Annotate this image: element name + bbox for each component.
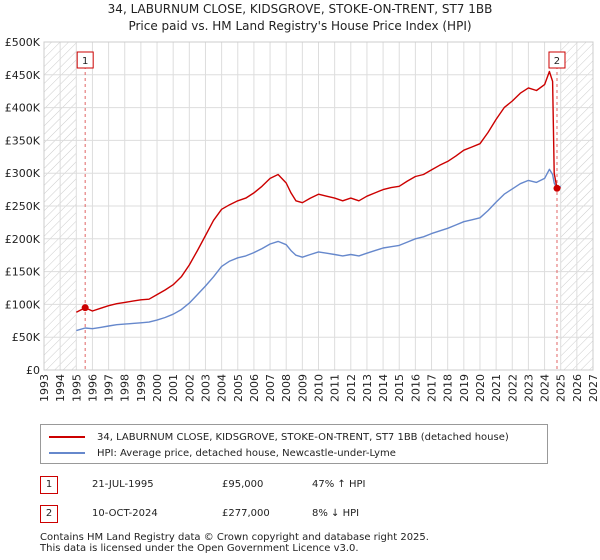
plot-frame xyxy=(43,41,594,371)
footer-line-2: This data is licensed under the Open Gov… xyxy=(40,543,359,554)
sale-label-1: 1 xyxy=(82,56,88,67)
x-tick-label: 2025 xyxy=(555,374,568,402)
x-tick-label: 2011 xyxy=(329,374,342,402)
x-tick-label: 1999 xyxy=(135,374,148,402)
legend-swatch-blue xyxy=(49,452,85,454)
transaction-date: 10-OCT-2024 xyxy=(92,508,158,519)
chart-title: 34, LABURNUM CLOSE, KIDSGROVE, STOKE-ON-… xyxy=(108,2,493,16)
x-tick-label: 2026 xyxy=(571,374,584,402)
sale-label-2: 2 xyxy=(554,56,560,67)
price-chart: 34, LABURNUM CLOSE, KIDSGROVE, STOKE-ON-… xyxy=(5,2,600,402)
y-tick-label: £150K xyxy=(5,266,41,279)
x-tick-label: 1993 xyxy=(38,374,51,402)
x-tick-label: 2003 xyxy=(199,374,212,402)
x-tick-label: 2018 xyxy=(442,374,455,402)
x-tick-label: 2014 xyxy=(377,374,390,402)
x-tick-label: 2002 xyxy=(183,374,196,402)
y-tick-label: £400K xyxy=(5,102,41,115)
transaction-date: 21-JUL-1995 xyxy=(92,479,154,490)
x-tick-label: 2000 xyxy=(151,374,164,402)
x-tick-label: 2008 xyxy=(280,374,293,402)
legend-label-property: 34, LABURNUM CLOSE, KIDSGROVE, STOKE-ON-… xyxy=(97,431,509,443)
x-tick-label: 2027 xyxy=(587,374,600,402)
y-tick-label: £0 xyxy=(26,364,40,377)
series-line-property xyxy=(75,70,561,313)
x-tick-label: 1996 xyxy=(86,374,99,402)
footer: Contains HM Land Registry data © Crown c… xyxy=(40,532,429,554)
x-tick-label: 2009 xyxy=(296,374,309,402)
x-tick-label: 1997 xyxy=(103,374,116,402)
x-tick-label: 2016 xyxy=(409,374,422,402)
transaction-hpi: 47% ↑ HPI xyxy=(312,479,366,490)
y-tick-label: £450K xyxy=(5,69,41,82)
x-tick-label: 2024 xyxy=(539,374,552,402)
x-tick-label: 2010 xyxy=(313,374,326,402)
x-tick-label: 2007 xyxy=(264,374,277,402)
x-tick-label: 2017 xyxy=(426,374,439,402)
transaction-badge: 1 xyxy=(40,476,58,494)
transaction-price: £277,000 xyxy=(222,508,270,519)
chart-subtitle: Price paid vs. HM Land Registry's House … xyxy=(128,19,471,33)
x-tick-label: 2005 xyxy=(232,374,245,402)
sale-point-1 xyxy=(81,304,89,312)
x-tick-label: 2021 xyxy=(490,374,503,402)
y-tick-label: £350K xyxy=(5,134,41,147)
transaction-row-2: 2 10-OCT-2024 £277,000 8% ↓ HPI xyxy=(40,505,560,525)
transaction-hpi: 8% ↓ HPI xyxy=(312,508,360,519)
x-tick-label: 2013 xyxy=(361,374,374,402)
sale-label-box-1 xyxy=(76,51,94,69)
x-axis-ticks: 1993 1994 1995 1996 1997 1998 1999 2000 2001 2002… xyxy=(38,374,600,402)
x-tick-label: 2006 xyxy=(248,374,261,402)
x-tick-label: 1998 xyxy=(119,374,132,402)
legend-item-hpi: HPI: Average price, detached house, Newc… xyxy=(49,446,396,460)
y-tick-label: £200K xyxy=(5,233,41,246)
x-tick-label: 1995 xyxy=(70,374,83,402)
y-tick-label: £250K xyxy=(5,200,41,213)
grid-lines xyxy=(43,41,594,371)
transaction-row-1: 1 21-JUL-1995 £95,000 47% ↑ HPI xyxy=(40,476,560,496)
legend: 34, LABURNUM CLOSE, KIDSGROVE, STOKE-ON-… xyxy=(40,424,548,464)
x-tick-label: 2015 xyxy=(393,374,406,402)
x-tick-label: 2019 xyxy=(458,374,471,402)
x-tick-label: 2004 xyxy=(216,374,229,402)
legend-label-hpi: HPI: Average price, detached house, Newc… xyxy=(97,447,396,459)
footer-line-1: Contains HM Land Registry data © Crown c… xyxy=(40,532,429,543)
series-lines xyxy=(75,70,562,332)
x-tick-label: 1994 xyxy=(54,374,67,402)
y-tick-label: £50K xyxy=(12,331,41,344)
series-line-hpi xyxy=(76,168,562,332)
x-tick-label: 2012 xyxy=(345,374,358,402)
legend-item-property: 34, LABURNUM CLOSE, KIDSGROVE, STOKE-ON-… xyxy=(49,430,509,444)
legend-swatch-red xyxy=(49,436,85,438)
y-tick-label: £500K xyxy=(5,36,41,49)
sale-label-box-2 xyxy=(548,51,566,69)
sale-point-2 xyxy=(553,184,561,192)
x-tick-label: 2020 xyxy=(474,374,487,402)
y-tick-label: £300K xyxy=(5,167,41,180)
x-tick-label: 2023 xyxy=(522,374,535,402)
y-axis-ticks: £0 £50K £100K £150K £200K £250K £300K £350K £400… xyxy=(5,36,41,377)
transaction-badge: 2 xyxy=(40,505,58,523)
y-tick-label: £100K xyxy=(5,298,41,311)
x-tick-label: 2022 xyxy=(506,374,519,402)
x-tick-label: 2001 xyxy=(167,374,180,402)
transaction-price: £95,000 xyxy=(222,479,264,490)
